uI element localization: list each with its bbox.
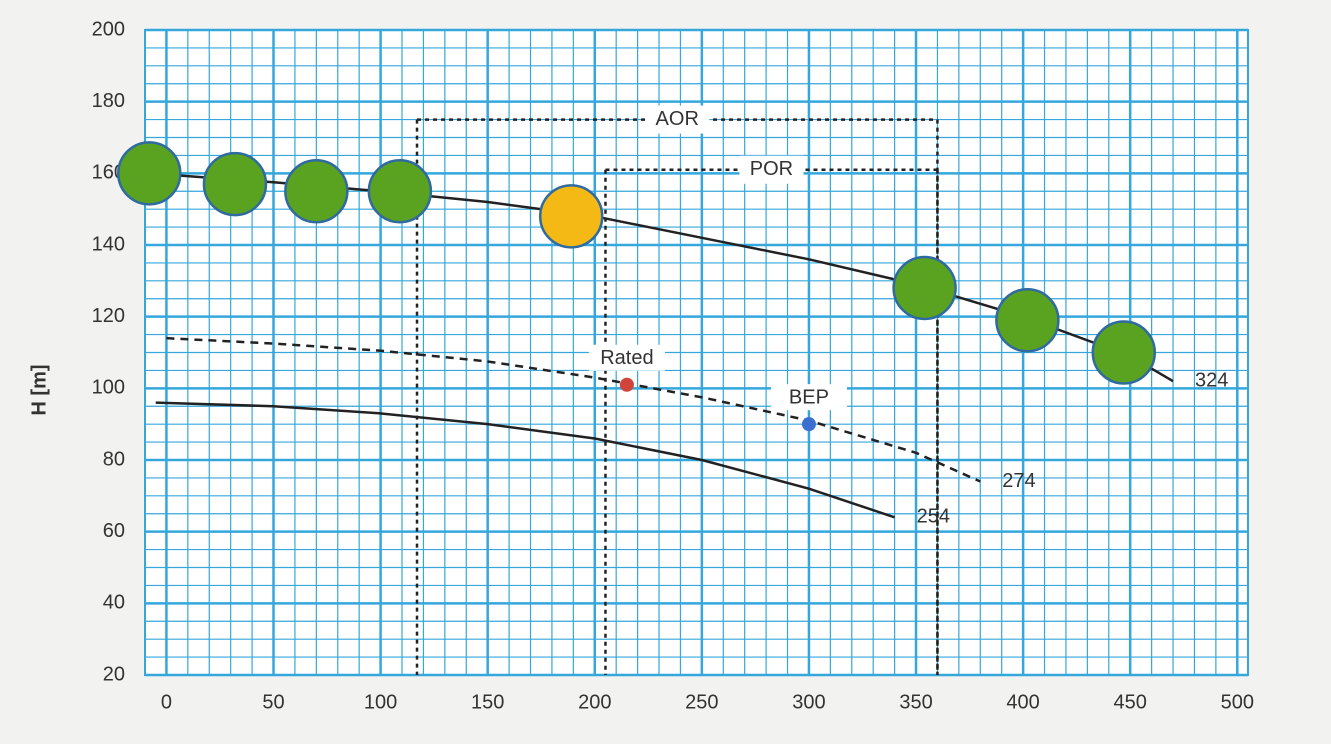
y-tick-label: 40: [103, 592, 125, 614]
x-tick-label: 150: [471, 691, 504, 713]
y-tick-label: 20: [103, 663, 125, 685]
operating-point: [619, 377, 634, 392]
annotation-bg: [588, 344, 665, 371]
test-point: [367, 159, 433, 224]
annotation-label: Rated: [600, 347, 653, 369]
curve: [155, 401, 896, 519]
y-tick-label: 160: [92, 162, 125, 184]
operating-point: [801, 417, 816, 432]
y-axis-label: H [m]: [28, 364, 50, 415]
y-tick-label: 180: [92, 90, 125, 112]
x-tick-label: 350: [899, 691, 932, 713]
range-label: POR: [750, 158, 793, 180]
test-point: [892, 255, 957, 321]
y-tick-label: 100: [92, 377, 125, 399]
y-tick-label: 60: [103, 520, 125, 542]
x-tick-label: 500: [1221, 691, 1254, 713]
x-tick-label: 200: [578, 691, 611, 713]
curve-label: 274: [1002, 470, 1035, 492]
test-point: [1091, 320, 1157, 385]
x-tick-label: 250: [685, 691, 718, 713]
curve-label: 324: [1195, 369, 1228, 391]
test-point: [284, 159, 349, 224]
test-point: [995, 288, 1060, 353]
x-tick-label: 50: [262, 691, 284, 713]
curve: [166, 336, 981, 483]
range-label-bg: [645, 105, 710, 134]
test-point: [538, 184, 604, 249]
range-label: AOR: [656, 108, 699, 130]
y-tick-label: 80: [103, 448, 125, 470]
y-tick-label: 140: [92, 233, 125, 255]
x-tick-label: 450: [1114, 691, 1147, 713]
annotation-label: BEP: [789, 386, 829, 408]
x-tick-label: 400: [1006, 691, 1039, 713]
y-tick-label: 120: [92, 305, 125, 327]
x-tick-label: 300: [792, 691, 825, 713]
curve-label: 254: [917, 506, 950, 528]
annotation-bg: [770, 384, 847, 411]
x-tick-label: 100: [364, 691, 397, 713]
test-point: [117, 141, 182, 206]
y-tick-label: 200: [92, 18, 125, 40]
test-point: [202, 151, 268, 217]
range-label-bg: [739, 155, 804, 184]
x-tick-label: 0: [161, 691, 172, 713]
